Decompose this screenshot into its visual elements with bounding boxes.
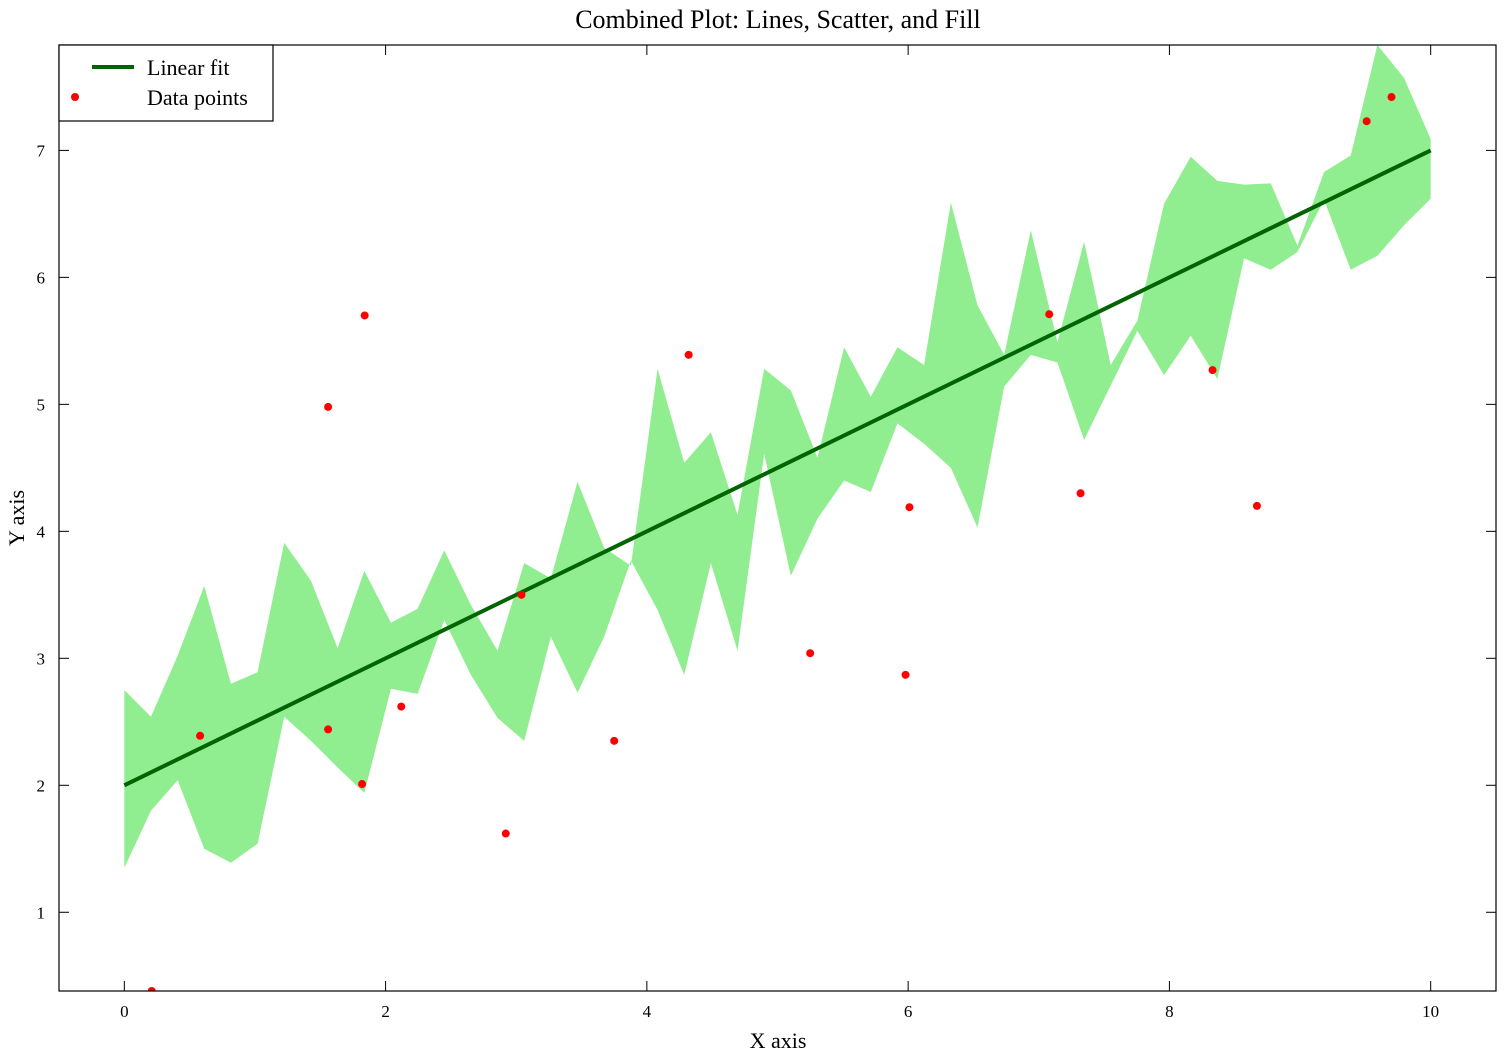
y-tick-label: 6 — [37, 268, 46, 287]
fill-band — [124, 45, 1431, 868]
y-tick-label: 5 — [37, 395, 46, 414]
data-point — [324, 725, 333, 734]
data-point — [196, 731, 205, 740]
data-point — [517, 590, 526, 599]
x-tick-label: 4 — [643, 1002, 652, 1021]
data-point — [1252, 501, 1261, 510]
data-point — [901, 670, 910, 679]
legend-box — [58, 44, 274, 122]
data-point — [1362, 117, 1371, 126]
x-tick-label: 10 — [1422, 1002, 1439, 1021]
plot-area — [123, 45, 1432, 991]
x-tick-label: 2 — [381, 1002, 390, 1021]
data-point — [358, 780, 367, 789]
y-tick-label: 3 — [37, 649, 46, 668]
x-tick-label: 6 — [904, 1002, 913, 1021]
plot-frame — [58, 44, 1497, 992]
chart-title: Combined Plot: Lines, Scatter, and Fill — [575, 5, 981, 34]
data-point — [806, 649, 815, 658]
data-point — [1076, 489, 1085, 498]
data-point — [610, 736, 619, 745]
data-point — [1208, 366, 1217, 375]
y-tick-label: 2 — [37, 776, 46, 795]
x-tick-label: 8 — [1165, 1002, 1174, 1021]
x-axis-label: X axis — [750, 1028, 807, 1053]
data-point — [501, 829, 510, 838]
data-point — [905, 503, 914, 512]
legend-marker — [71, 93, 79, 101]
data-point — [1045, 310, 1054, 319]
data-point — [360, 311, 369, 320]
data-point — [147, 987, 156, 991]
data-point — [1387, 93, 1396, 102]
legend-label: Linear fit — [147, 55, 229, 80]
data-point — [684, 350, 693, 359]
y-tick-label: 1 — [37, 903, 46, 922]
y-tick-label: 4 — [37, 522, 46, 541]
legend: Linear fit Data points — [58, 44, 274, 122]
legend-label: Data points — [147, 85, 248, 110]
y-tick-label: 7 — [37, 141, 46, 160]
x-tick-label: 0 — [120, 1002, 129, 1021]
y-axis-label: Y axis — [4, 490, 29, 546]
fit-line — [123, 148, 1432, 788]
data-point — [397, 702, 406, 711]
data-point — [324, 402, 333, 411]
